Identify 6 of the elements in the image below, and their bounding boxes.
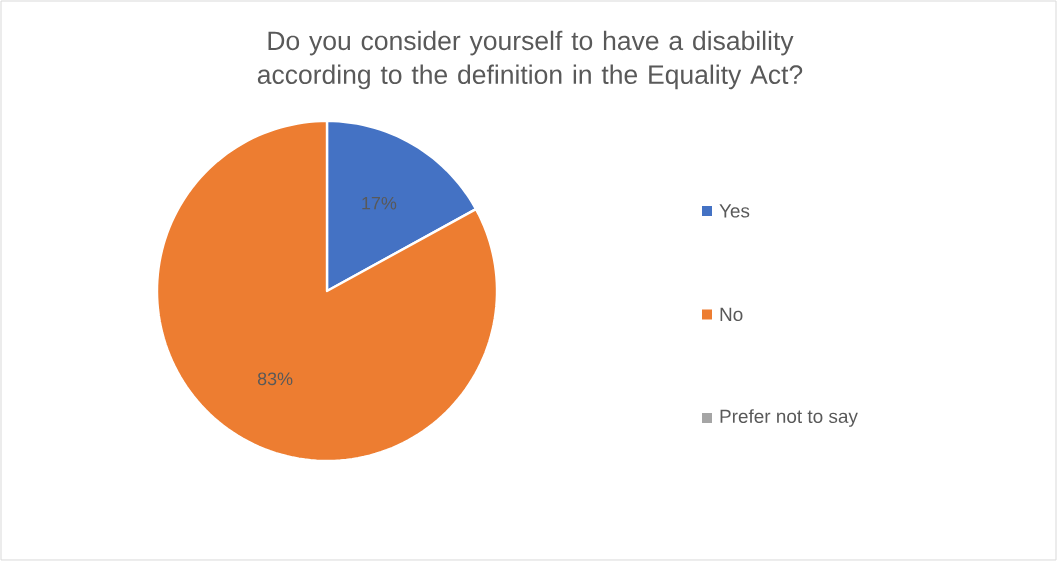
chart-title: Do you consider yourself to have a disability according to the definition in the Equality Act? bbox=[257, 30, 803, 90]
data-label: 17% bbox=[362, 196, 397, 210]
legend-label: Yes bbox=[719, 204, 750, 218]
data-label: 83% bbox=[257, 372, 293, 386]
legend-label: Prefer not to say bbox=[720, 409, 858, 427]
legend-label: No bbox=[720, 307, 743, 322]
